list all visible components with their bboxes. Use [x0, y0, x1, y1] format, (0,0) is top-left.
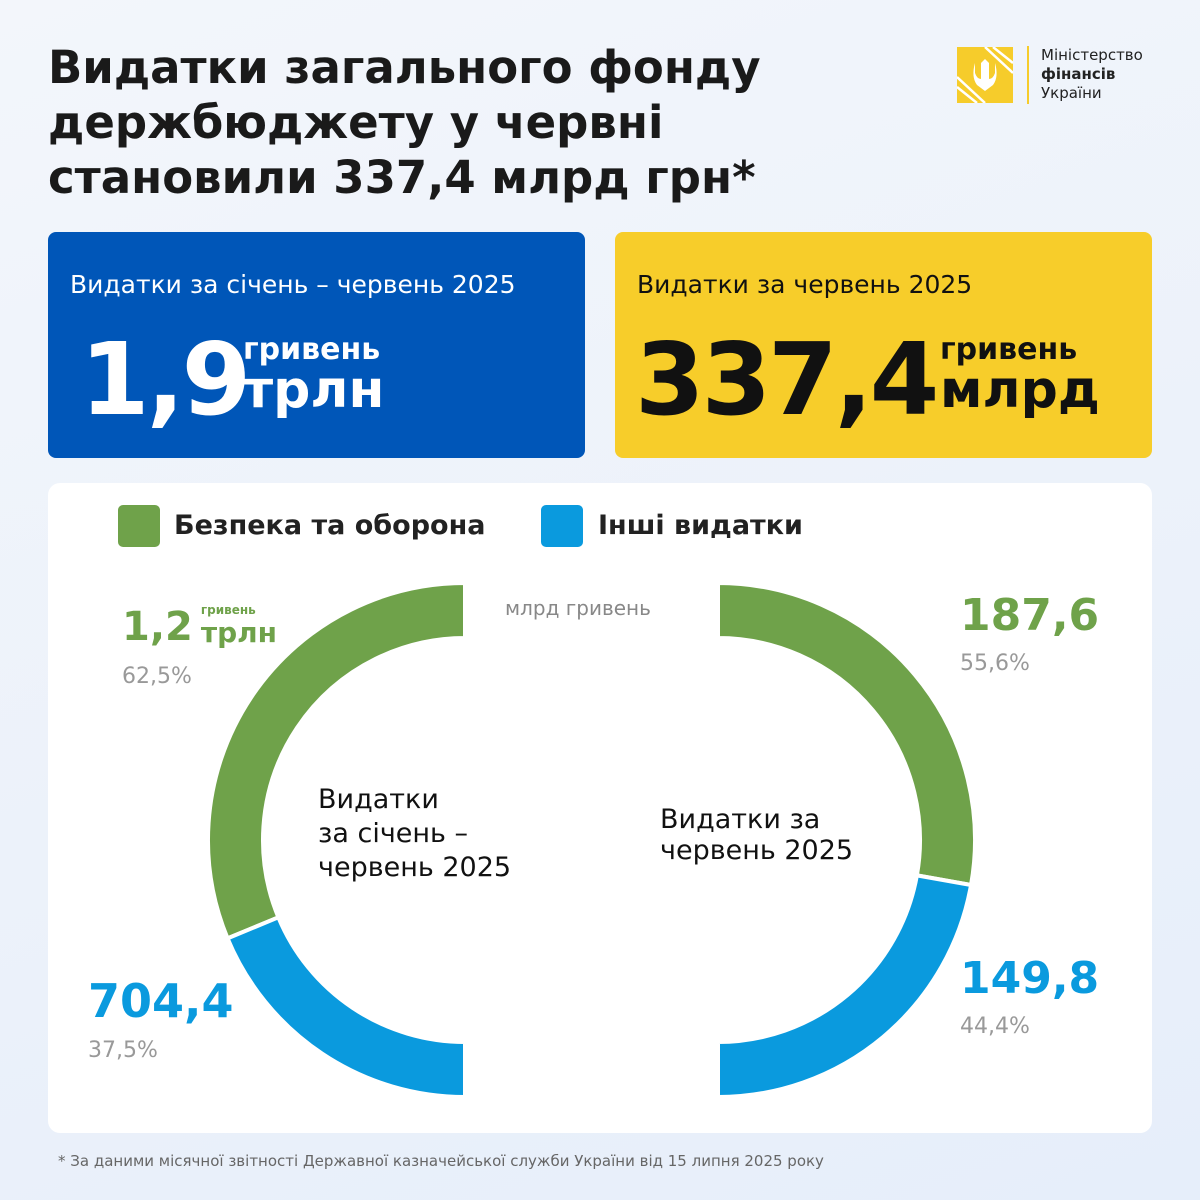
title-line: Видатки загального фонду [48, 41, 761, 94]
card-value: 337,4 [635, 321, 939, 438]
logo-emblem [956, 46, 1014, 104]
amount-label: 149,8 [960, 953, 1099, 1004]
logo-line: Міністерство [1041, 46, 1143, 64]
legend-label: Інші видатки [598, 510, 803, 541]
trident [956, 46, 1014, 104]
legend-swatch [541, 505, 583, 547]
card-unit-top: гривень [940, 332, 1078, 367]
center-label: Видатки [318, 784, 439, 815]
percent-label: 62,5% [122, 664, 192, 689]
legend-swatch [118, 505, 160, 547]
amount-unit: трлн [201, 616, 277, 649]
card-value: 1,9 [80, 321, 251, 438]
card-unit: трлн [243, 360, 385, 420]
title-line: становили 337,4 млрд грн* [48, 151, 756, 204]
footnote: * За даними місячної звітності Державної… [58, 1152, 824, 1170]
title-line: держбюджету у червні [48, 96, 664, 149]
donut-segment [224, 914, 467, 1100]
unit-note: млрд гривень [505, 596, 651, 620]
percent-label: 44,4% [960, 1014, 1030, 1039]
card: Видатки за червень 2025 337,4 гривень мл… [615, 232, 1152, 458]
amount-label: 187,6 [960, 590, 1099, 641]
center-label: Видатки за [660, 804, 820, 835]
percent-label: 55,6% [960, 651, 1030, 676]
logo-line: України [1041, 84, 1102, 102]
title: Видатки загального фонду держбюджету у ч… [48, 40, 761, 205]
amount-unit-top: гривень [201, 603, 256, 617]
center-label: червень 2025 [660, 835, 853, 866]
card-unit-top: гривень [243, 332, 381, 367]
logo-line: фінансів [1041, 65, 1116, 83]
amount-label: 704,4 [88, 974, 234, 1028]
legend-label: Безпека та оборона [174, 510, 486, 541]
amount-label: 1,2 [122, 604, 193, 650]
donut-segment [716, 873, 974, 1100]
percent-label: 37,5% [88, 1038, 158, 1063]
card-unit: млрд [940, 360, 1100, 420]
logo-separator [1027, 46, 1029, 104]
center-label: за січень – [318, 818, 468, 849]
center-label: червень 2025 [318, 852, 511, 883]
logo-text: Міністерство фінансів України [1041, 46, 1143, 103]
card-label: Видатки за січень – червень 2025 [70, 270, 516, 299]
card-label: Видатки за червень 2025 [637, 270, 973, 299]
card: Видатки за січень – червень 2025 1,9 гри… [48, 232, 585, 458]
